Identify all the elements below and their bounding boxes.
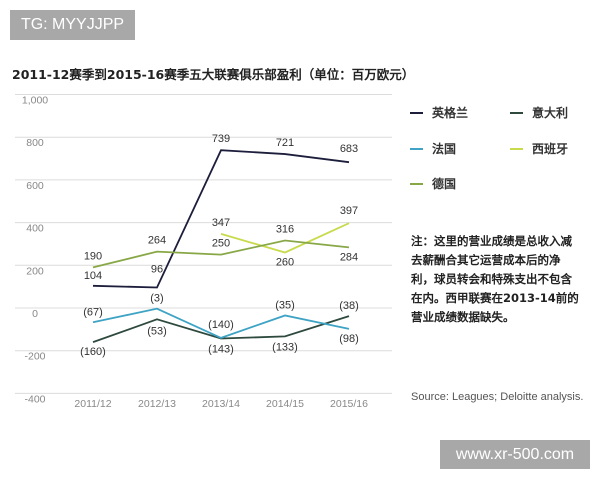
data-label: (140) bbox=[208, 319, 234, 331]
series-line-4 bbox=[92, 239, 350, 269]
data-label: 104 bbox=[84, 270, 102, 282]
watermark-top: TG: MYYJJPP bbox=[10, 10, 135, 40]
legend-swatch bbox=[410, 147, 423, 150]
data-label: 739 bbox=[212, 133, 230, 145]
data-label: 721 bbox=[276, 137, 294, 149]
x-tick-label: 2011/12 bbox=[74, 398, 111, 410]
chart-note: 注：这里的营业成绩是总收入减去薪酬合其它运营成本后的净利，球员转会和特殊支出不包… bbox=[411, 234, 579, 324]
data-label: (160) bbox=[80, 346, 106, 358]
legend-swatch bbox=[510, 111, 523, 114]
y-tick-label: 400 bbox=[26, 223, 44, 235]
data-label: 260 bbox=[276, 256, 294, 268]
legend-item: 法国 bbox=[410, 140, 456, 157]
y-tick-label: 600 bbox=[26, 180, 44, 192]
data-label: 316 bbox=[276, 224, 294, 236]
data-label: (133) bbox=[272, 341, 298, 353]
y-tick-label: -200 bbox=[24, 351, 45, 363]
data-label: (35) bbox=[275, 299, 295, 311]
series-line-2 bbox=[92, 307, 350, 339]
chart-title: 2011-12赛季到2015-16赛季五大联赛俱乐部盈利（单位：百万欧元） bbox=[12, 67, 415, 82]
data-label: 264 bbox=[148, 235, 166, 247]
data-label: (53) bbox=[147, 325, 167, 337]
legend-label: 西班牙 bbox=[532, 142, 569, 156]
legend-swatch bbox=[410, 111, 423, 114]
legend-item: 德国 bbox=[410, 175, 456, 192]
legend-label: 法国 bbox=[432, 142, 457, 156]
data-label: 683 bbox=[340, 143, 358, 155]
series-line-0 bbox=[92, 149, 350, 289]
data-label: (67) bbox=[83, 306, 103, 318]
data-label: 96 bbox=[151, 264, 163, 276]
legend-label: 德国 bbox=[432, 177, 457, 191]
data-label: (98) bbox=[339, 333, 359, 345]
legend-item: 意大利 bbox=[510, 104, 568, 121]
y-tick-label: 800 bbox=[26, 137, 44, 149]
watermark-bottom: www.xr-500.com bbox=[440, 440, 590, 469]
x-tick-label: 2012/13 bbox=[138, 398, 176, 410]
data-label: (143) bbox=[208, 344, 234, 356]
chart-source: Source: Leagues; Deloitte analysis. bbox=[411, 391, 584, 403]
y-tick-label: 200 bbox=[26, 265, 44, 277]
y-tick-label: 1,000 bbox=[22, 95, 48, 107]
legend-item: 英格兰 bbox=[410, 104, 468, 121]
data-label: 190 bbox=[84, 250, 102, 262]
x-tick-label: 2015/16 bbox=[330, 398, 368, 410]
legend-label: 意大利 bbox=[532, 106, 569, 120]
data-label: 250 bbox=[212, 238, 230, 250]
data-label: 347 bbox=[212, 217, 230, 229]
legend-swatch bbox=[510, 147, 523, 150]
legend-item: 西班牙 bbox=[510, 140, 568, 157]
y-tick-label: -400 bbox=[24, 393, 45, 405]
series-line-3 bbox=[220, 222, 350, 254]
legend-label: 英格兰 bbox=[432, 106, 469, 120]
x-tick-label: 2013/14 bbox=[202, 398, 240, 410]
data-label: 284 bbox=[340, 251, 358, 263]
legend-swatch bbox=[410, 182, 423, 185]
y-tick-label: 0 bbox=[32, 308, 38, 320]
data-label: (38) bbox=[339, 300, 359, 312]
data-label: (3) bbox=[150, 293, 163, 305]
data-label: 397 bbox=[340, 205, 358, 217]
x-tick-label: 2014/15 bbox=[266, 398, 304, 410]
